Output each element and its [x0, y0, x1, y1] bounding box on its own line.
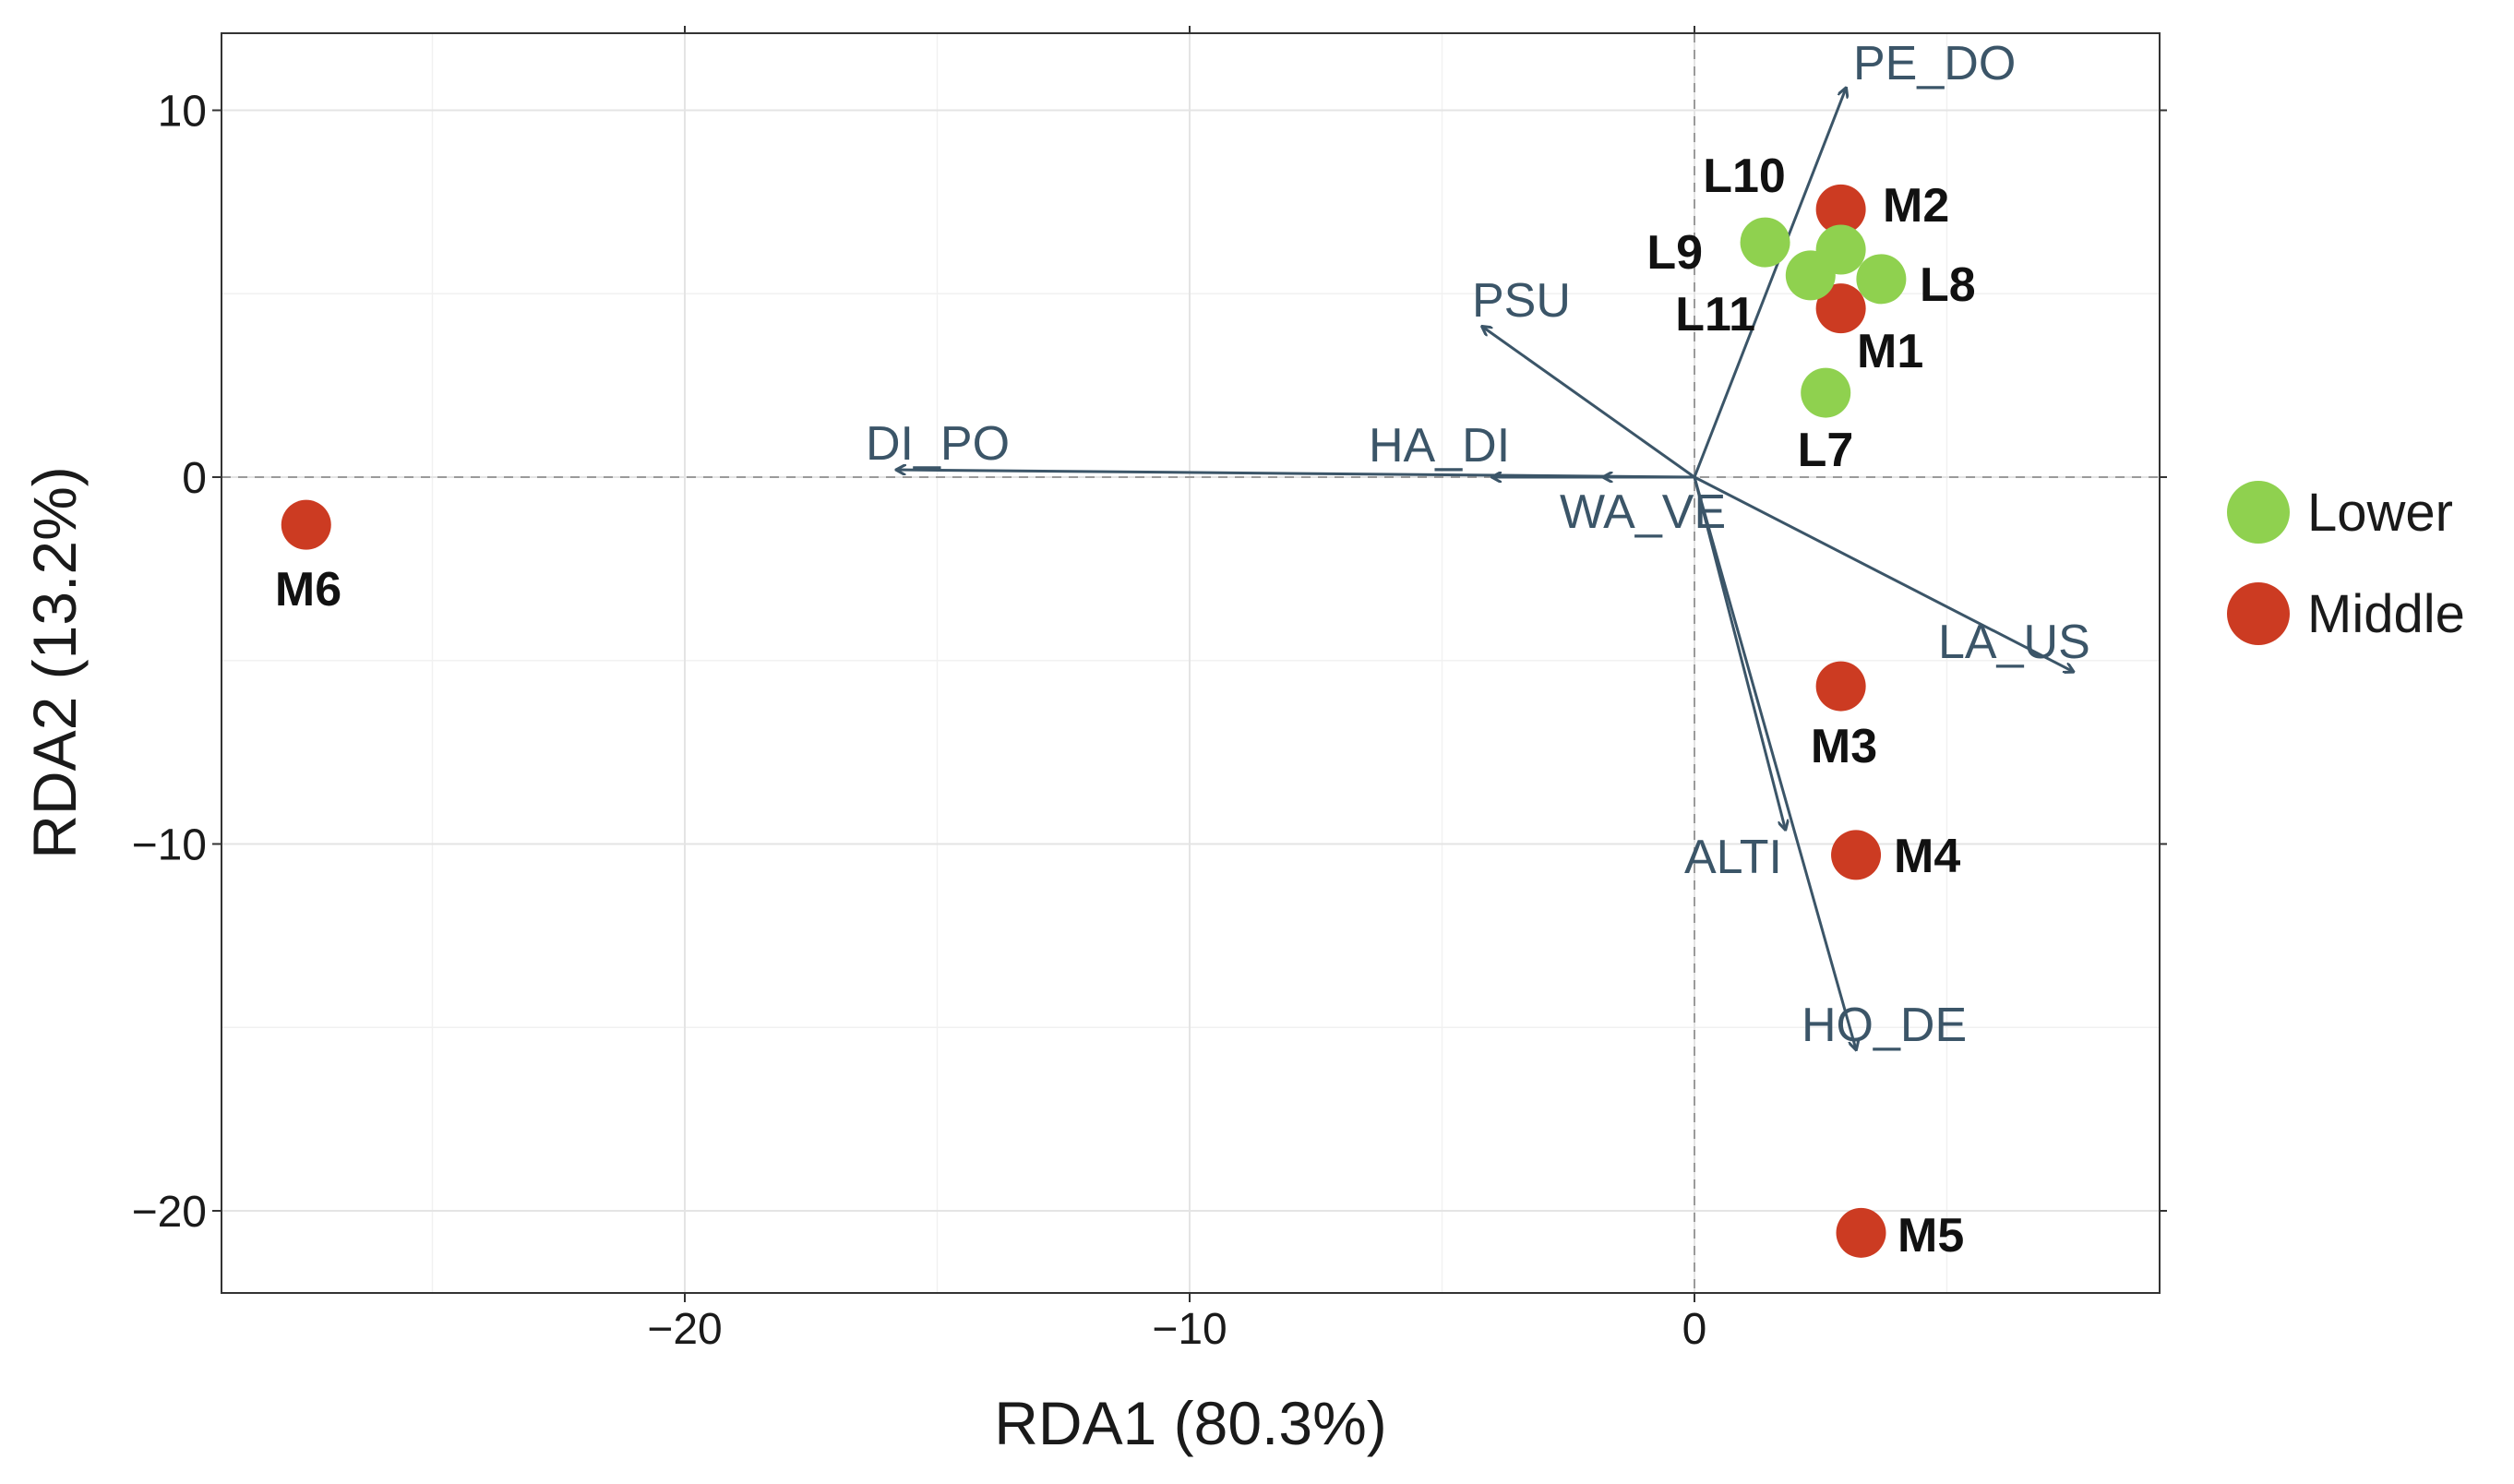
y-tick-label: 10: [158, 88, 207, 137]
legend-label: Lower: [2307, 483, 2453, 543]
point-label: L9: [1646, 226, 1703, 280]
point-m6: [281, 499, 331, 550]
y-axis-title: RDA2 (13.2%): [20, 466, 89, 859]
x-axis-title: RDA1 (80.3%): [994, 1389, 1387, 1457]
vector-label: DI_PO: [866, 417, 1010, 471]
vector-label: WA_VE: [1560, 485, 1726, 539]
legend-label: Middle: [2307, 584, 2465, 644]
point-l10: [1740, 217, 1790, 268]
x-tick-label: −10: [1152, 1305, 1227, 1354]
y-tick-label: −20: [132, 1188, 207, 1237]
point-l7: [1801, 367, 1851, 418]
vector-arrow-psu: [1482, 327, 1695, 479]
point-label: M3: [1811, 720, 1877, 773]
vector-label: HO_DE: [1802, 999, 1967, 1052]
x-tick-label: −20: [647, 1305, 722, 1354]
point-l11: [1815, 224, 1866, 275]
x-tick-label: 0: [1682, 1305, 1707, 1354]
y-tick-label: 0: [182, 454, 207, 503]
vector-label: HA_DI: [1369, 419, 1510, 473]
point-label: L8: [1920, 258, 1976, 312]
vector-label: PSU: [1472, 274, 1571, 328]
point-m4: [1831, 830, 1882, 880]
points: [281, 184, 1907, 1258]
vector-arrow-ho_de: [1693, 476, 1856, 1049]
legend-key-middle: [2227, 582, 2290, 645]
legend: Lower Middle: [2227, 481, 2465, 645]
vector-arrow-pe_do: [1693, 89, 1846, 478]
vectors: [897, 89, 2074, 1049]
point-l8: [1856, 254, 1907, 305]
point-label: M6: [275, 563, 341, 616]
axis-ticks: −20 −10 0 10 0 −10 −20: [132, 26, 2167, 1354]
vector-label: PE_DO: [1853, 37, 2016, 90]
point-m1: [1815, 283, 1866, 334]
point-label: L11: [1675, 288, 1755, 341]
vector-label: ALTI: [1684, 831, 1782, 884]
point-m2: [1815, 184, 1866, 234]
point-m3: [1815, 661, 1866, 712]
legend-key-lower: [2227, 481, 2290, 544]
vector-arrow-la_us: [1694, 475, 2073, 672]
point-label: L7: [1798, 424, 1854, 477]
point-label: M5: [1897, 1209, 1964, 1263]
point-label: M1: [1857, 325, 1923, 378]
labels: PE_DO PSU DI_PO HA_DI WA_VE LA_US ALTI HO_DE M1 M…: [275, 37, 2090, 1263]
vector-label: LA_US: [1938, 616, 2090, 669]
point-label: L10: [1703, 150, 1786, 203]
point-label: M4: [1894, 830, 1960, 883]
point-m5: [1836, 1207, 1886, 1258]
y-tick-label: −10: [132, 821, 207, 870]
reference-lines: [221, 33, 2160, 1293]
point-label: M2: [1883, 179, 1949, 233]
